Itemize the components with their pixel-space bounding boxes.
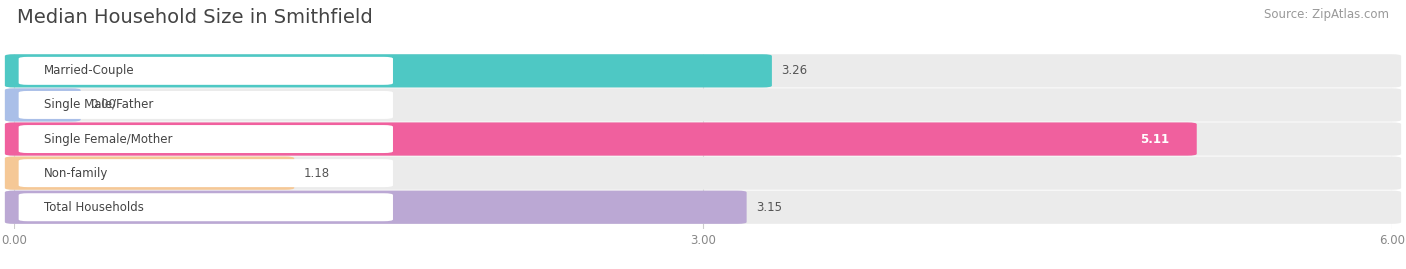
FancyBboxPatch shape bbox=[4, 157, 294, 190]
FancyBboxPatch shape bbox=[4, 88, 80, 122]
Text: 3.26: 3.26 bbox=[782, 64, 807, 77]
FancyBboxPatch shape bbox=[4, 191, 1402, 224]
Text: Married-Couple: Married-Couple bbox=[44, 64, 135, 77]
Text: Non-family: Non-family bbox=[44, 167, 108, 180]
FancyBboxPatch shape bbox=[4, 191, 747, 224]
FancyBboxPatch shape bbox=[4, 54, 772, 87]
FancyBboxPatch shape bbox=[4, 122, 1402, 156]
Text: 5.11: 5.11 bbox=[1140, 133, 1170, 146]
Text: Source: ZipAtlas.com: Source: ZipAtlas.com bbox=[1264, 8, 1389, 21]
Text: Total Households: Total Households bbox=[44, 201, 143, 214]
Text: Median Household Size in Smithfield: Median Household Size in Smithfield bbox=[17, 8, 373, 27]
FancyBboxPatch shape bbox=[4, 54, 1402, 87]
FancyBboxPatch shape bbox=[4, 157, 1402, 190]
FancyBboxPatch shape bbox=[18, 125, 394, 153]
Text: Single Male/Father: Single Male/Father bbox=[44, 98, 153, 111]
FancyBboxPatch shape bbox=[18, 57, 394, 85]
Text: Single Female/Mother: Single Female/Mother bbox=[44, 133, 173, 146]
FancyBboxPatch shape bbox=[18, 159, 394, 187]
FancyBboxPatch shape bbox=[4, 88, 1402, 122]
FancyBboxPatch shape bbox=[4, 122, 1197, 156]
FancyBboxPatch shape bbox=[18, 91, 394, 119]
Text: 0.00: 0.00 bbox=[90, 98, 115, 111]
Text: 3.15: 3.15 bbox=[756, 201, 782, 214]
FancyBboxPatch shape bbox=[18, 193, 394, 221]
Text: 1.18: 1.18 bbox=[304, 167, 329, 180]
